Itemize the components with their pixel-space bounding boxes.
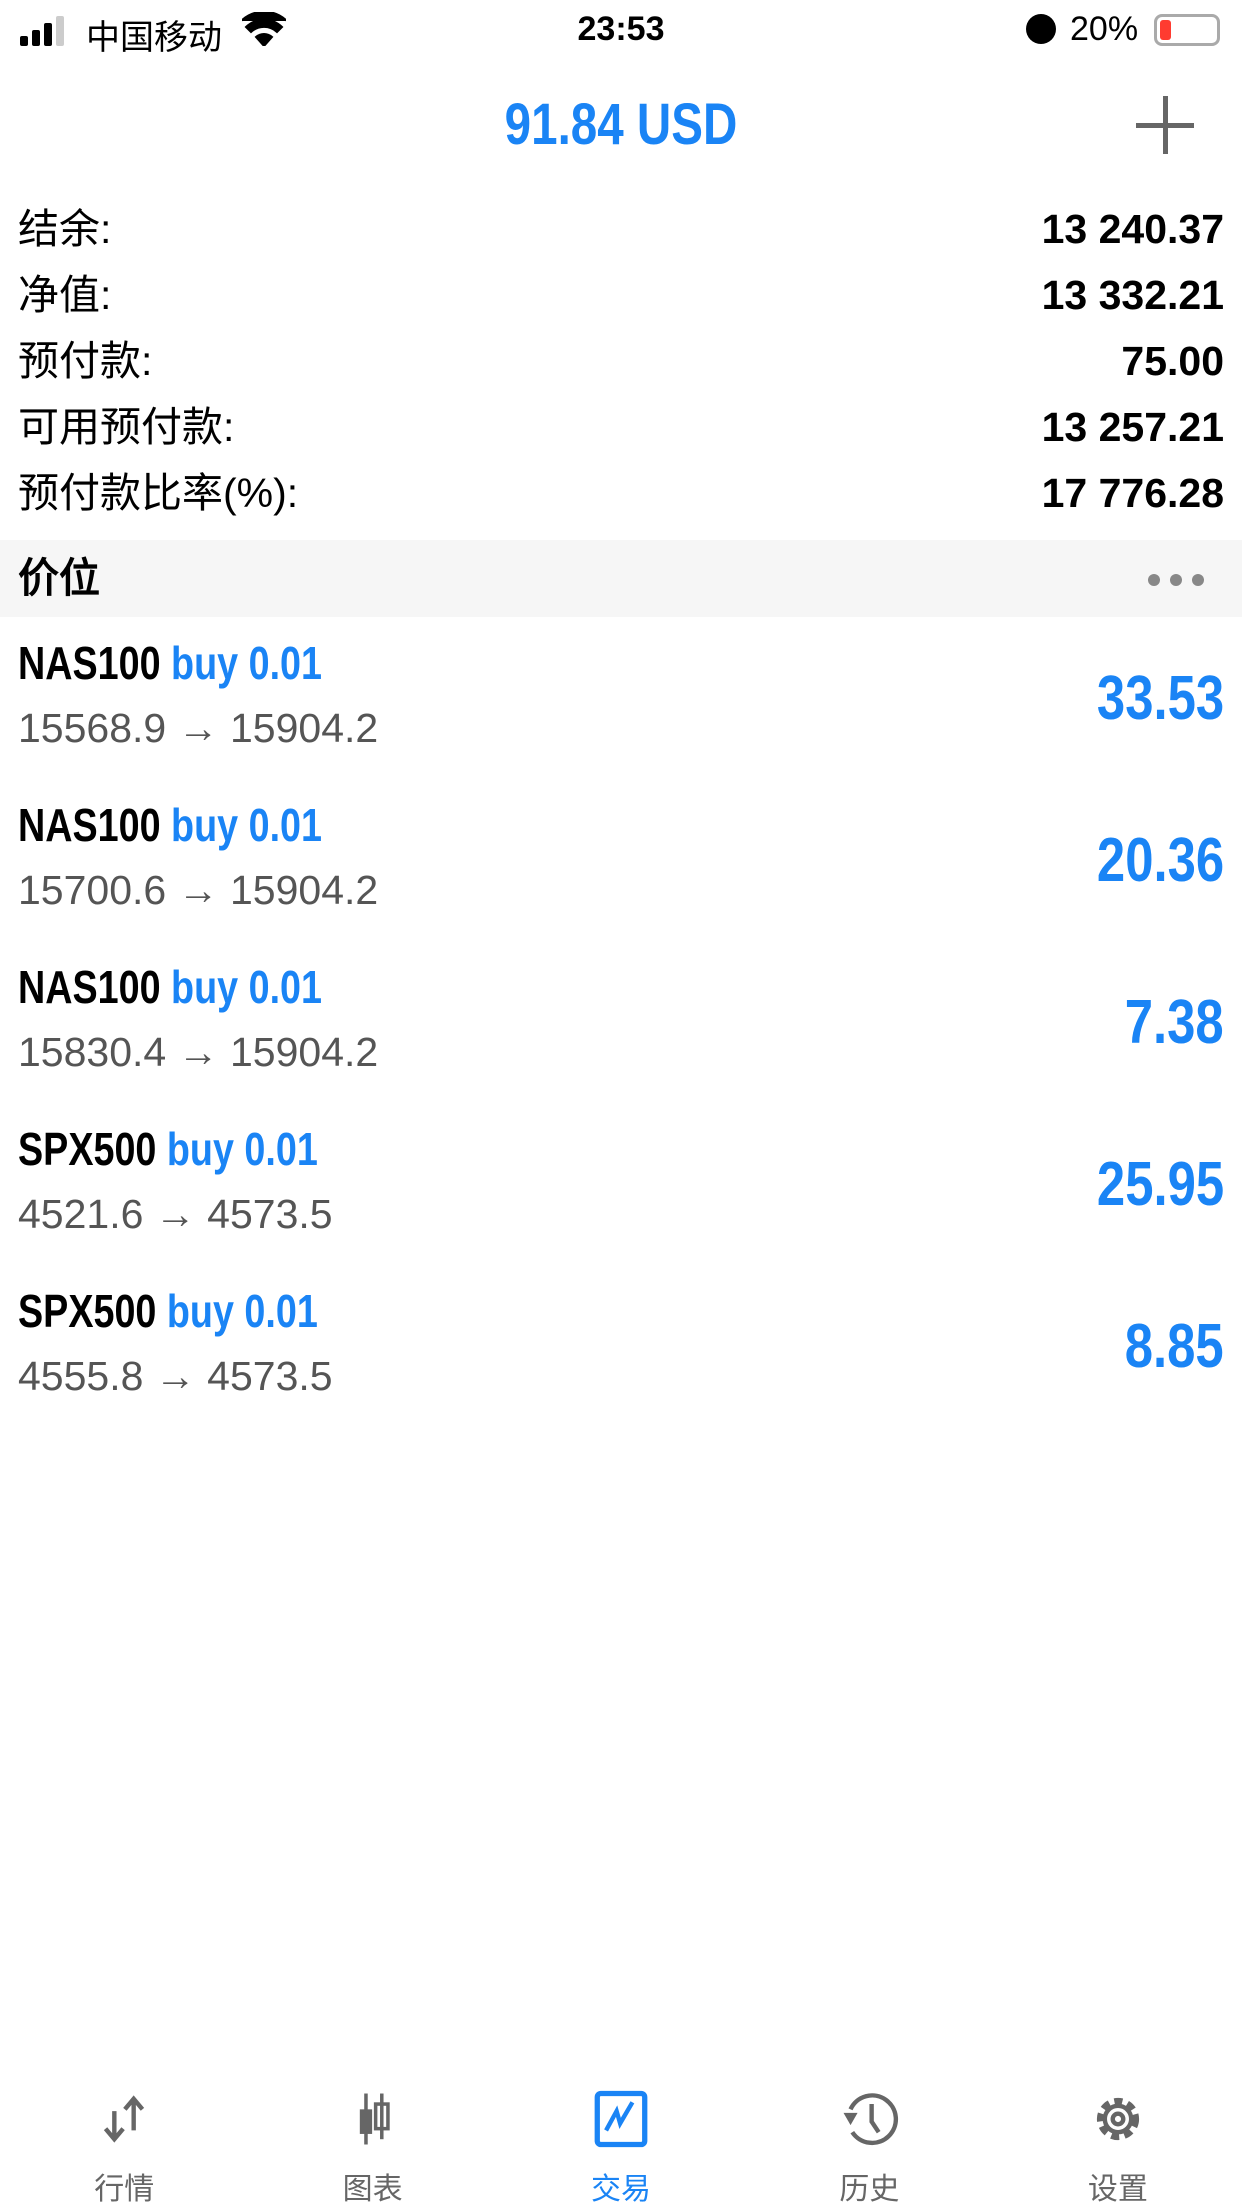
gear-icon [1096, 2097, 1139, 2141]
side-volume: buy 0.01 [171, 799, 323, 851]
summary-value: 75.00 [1121, 338, 1224, 384]
trade-chart-icon [594, 2090, 648, 2148]
tab-label: 行情 [94, 2173, 155, 2206]
profit: 7.38 [1125, 988, 1224, 1057]
tab-label: 历史 [839, 2173, 900, 2206]
tab-label: 交易 [591, 2173, 652, 2206]
tab-label: 设置 [1087, 2173, 1148, 2206]
price-range: 4521.6 → 4573.5 [18, 1191, 333, 1237]
position-symbol: NAS100 buy 0.01 [18, 796, 322, 854]
signal-icon [20, 16, 64, 46]
summary-row: 预付款比率(%): 17 776.28 [0, 460, 1242, 526]
summary-value: 17 776.28 [1041, 470, 1224, 516]
summary-value: 13 332.21 [1041, 272, 1224, 318]
summary-label: 结余: [18, 206, 112, 252]
position-row[interactable]: SPX500 buy 0.01 4521.6 → 4573.5 25.95 [0, 1114, 1242, 1276]
profit: 20.36 [1096, 826, 1224, 895]
summary-label: 净值: [18, 272, 112, 318]
position-symbol: NAS100 buy 0.01 [18, 958, 322, 1016]
plus-icon[interactable] [1136, 96, 1194, 154]
tab-quotes[interactable]: 行情 [0, 2080, 248, 2208]
tab-trade[interactable]: 交易 [497, 2080, 745, 2208]
alarm-icon [1026, 14, 1056, 44]
clock: 23:53 [577, 10, 665, 48]
summary-row: 可用预付款: 13 257.21 [0, 394, 1242, 460]
tab-charts[interactable]: 图表 [248, 2080, 496, 2208]
history-clock-icon [843, 2093, 899, 2146]
more-dots-icon[interactable] [1148, 574, 1204, 586]
profit: 25.95 [1096, 1150, 1224, 1219]
status-bar: 中国移动 23:53 20% [0, 0, 1242, 62]
side-volume: buy 0.01 [171, 637, 323, 689]
tab-history[interactable]: 历史 [745, 2080, 993, 2208]
profit: 33.53 [1096, 664, 1224, 733]
position-symbol: SPX500 buy 0.01 [18, 1282, 318, 1340]
position-row[interactable]: SPX500 buy 0.01 4555.8 → 4573.5 8.85 [0, 1276, 1242, 1438]
candlestick-icon [359, 2093, 390, 2145]
price-range: 15830.4 → 15904.2 [18, 1029, 379, 1075]
summary-label: 预付款: [18, 338, 153, 384]
position-row[interactable]: NAS100 buy 0.01 15568.9 → 15904.2 33.53 [0, 628, 1242, 790]
position-symbol: NAS100 buy 0.01 [18, 634, 322, 692]
position-row[interactable]: NAS100 buy 0.01 15830.4 → 15904.2 7.38 [0, 952, 1242, 1114]
summary-label: 可用预付款: [18, 404, 235, 450]
price-range: 15700.6 → 15904.2 [18, 867, 379, 913]
quotes-arrows-icon [104, 2095, 145, 2143]
tab-bar: 行情 图表 交易 历史 设置 [0, 2080, 1242, 2208]
price-range: 15568.9 → 15904.2 [18, 705, 379, 751]
price-range: 4555.8 → 4573.5 [18, 1353, 333, 1399]
position-symbol: SPX500 buy 0.01 [18, 1120, 318, 1178]
battery-icon [1154, 14, 1220, 46]
summary-row: 预付款: 75.00 [0, 328, 1242, 394]
symbol: SPX500 [18, 1285, 157, 1337]
profit: 8.85 [1125, 1312, 1224, 1381]
section-title: 价位 [18, 555, 100, 601]
balance-title: 91.84 USD [504, 92, 738, 157]
wifi-icon [242, 12, 286, 46]
carrier: 中国移动 [86, 19, 222, 57]
summary-value: 13 240.37 [1041, 206, 1224, 252]
position-row[interactable]: NAS100 buy 0.01 15700.6 → 15904.2 20.36 [0, 790, 1242, 952]
tab-settings[interactable]: 设置 [994, 2080, 1242, 2208]
side-volume: buy 0.01 [166, 1285, 318, 1337]
side-volume: buy 0.01 [166, 1123, 318, 1175]
symbol: NAS100 [18, 799, 161, 851]
summary-row: 结余: 13 240.37 [0, 196, 1242, 262]
summary-value: 13 257.21 [1041, 404, 1224, 450]
summary-label: 预付款比率(%): [18, 470, 299, 516]
symbol: SPX500 [18, 1123, 157, 1175]
symbol: NAS100 [18, 961, 161, 1013]
battery-percent: 20% [1070, 10, 1139, 48]
summary-row: 净值: 13 332.21 [0, 262, 1242, 328]
symbol: NAS100 [18, 637, 161, 689]
tab-label: 图表 [342, 2173, 403, 2206]
side-volume: buy 0.01 [171, 961, 323, 1013]
section-header: 价位 [0, 540, 1242, 617]
